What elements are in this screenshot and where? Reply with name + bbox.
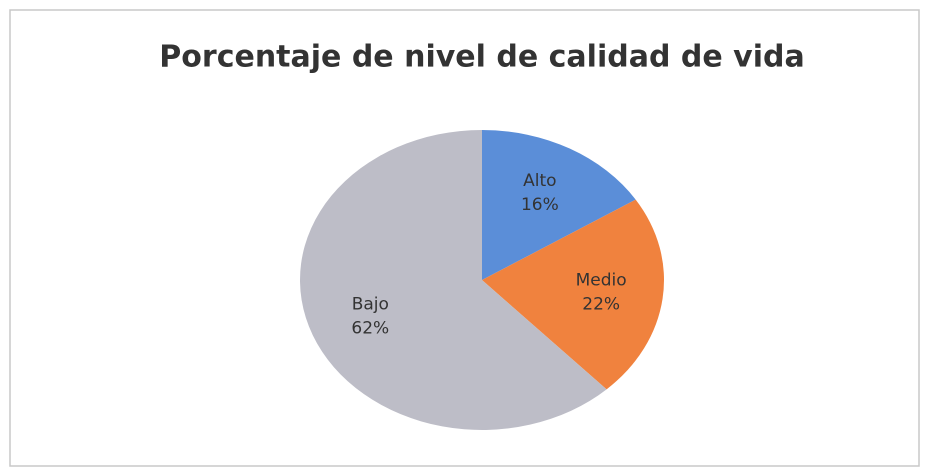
- chart-title: Porcentaje de nivel de calidad de vida: [159, 40, 804, 75]
- slice-category-label: Bajo: [352, 294, 389, 314]
- slice-value-label: 16%: [521, 195, 559, 215]
- slice-value-label: 22%: [582, 294, 620, 314]
- pie-slice: [482, 199, 665, 390]
- pie-slice: [300, 130, 607, 431]
- slice-value-label: 62%: [351, 318, 389, 338]
- slice-category-label: Medio: [576, 270, 627, 290]
- pie-slice: [482, 130, 636, 280]
- slice-category-label: Alto: [523, 171, 556, 191]
